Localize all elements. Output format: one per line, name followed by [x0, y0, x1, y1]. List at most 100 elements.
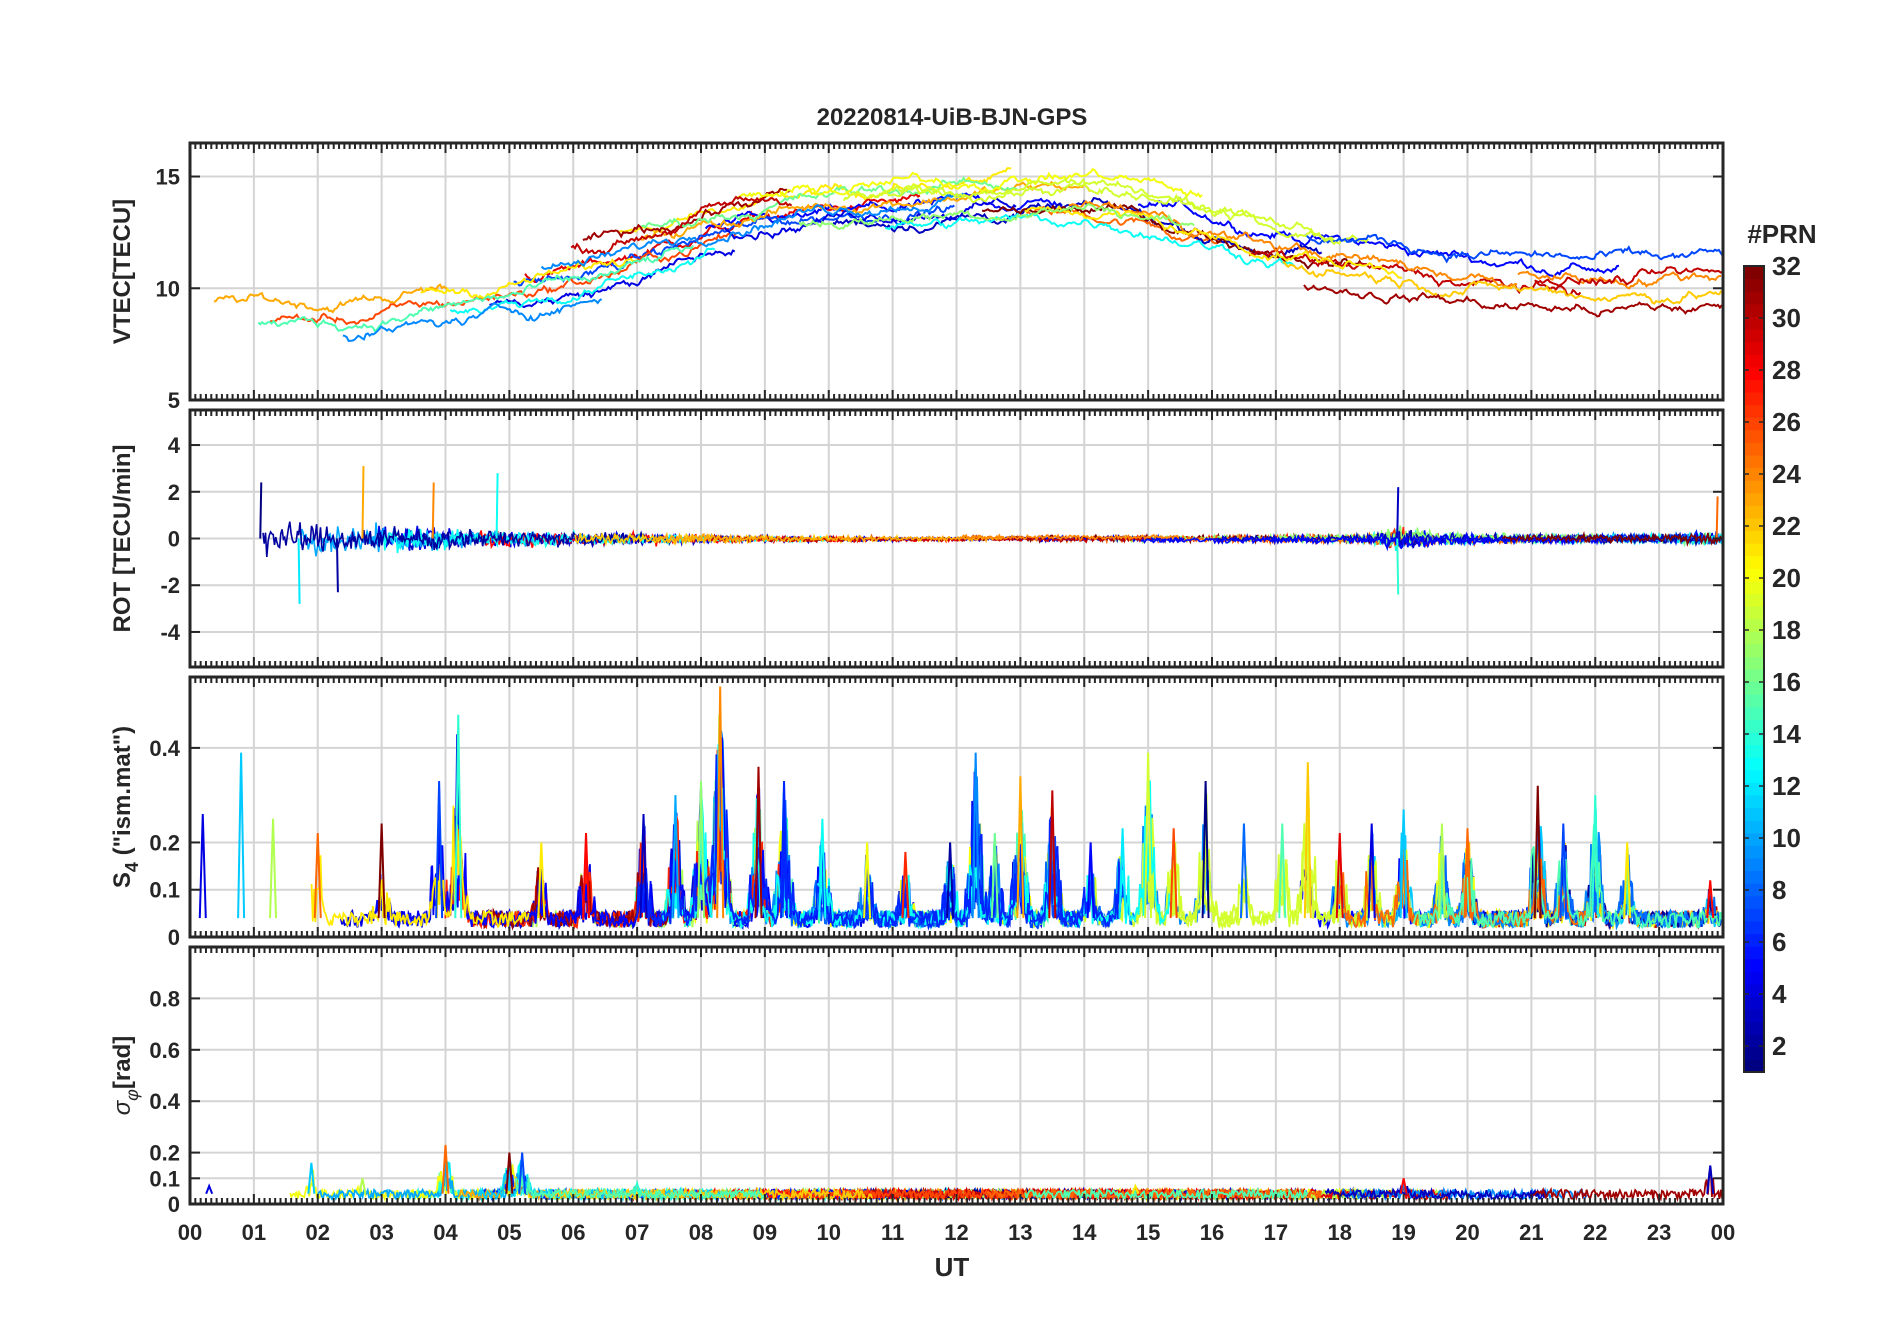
- y-label-main: S: [109, 872, 136, 888]
- colorbar-segment: [1744, 832, 1764, 846]
- rot-spike: [1715, 496, 1719, 539]
- s4-burst-peak: [1016, 776, 1025, 919]
- x-tick-label: 16: [1200, 1220, 1224, 1245]
- colorbar-segment: [1744, 1009, 1764, 1023]
- colorbar-segment: [1744, 1046, 1764, 1061]
- colorbar-tick-label: 2: [1772, 1031, 1786, 1061]
- colorbar-segment: [1744, 316, 1764, 330]
- vtec-series-prn-13: [884, 212, 1295, 269]
- s4-burst-peak: [1591, 795, 1600, 919]
- colorbar-tick-label: 12: [1772, 771, 1801, 801]
- y-tick-label: 5: [168, 388, 180, 413]
- rot-spike: [297, 538, 301, 604]
- sigma_phi-burst-peak: [1399, 1178, 1408, 1194]
- colorbar-segment: [1744, 656, 1764, 670]
- x-tick-label: 23: [1647, 1220, 1671, 1245]
- s4-burst-peak: [1463, 828, 1472, 919]
- rot-series-prn-23: [651, 531, 1005, 546]
- s4-burst-peak: [454, 714, 463, 919]
- colorbar-segment: [1744, 593, 1764, 607]
- s4-burst-peak: [990, 832, 999, 919]
- y-axis-label-vtec: VTEC[TECU]: [109, 199, 136, 344]
- vtec-series-prn-30: [1248, 247, 1582, 296]
- colorbar-segment: [1744, 744, 1764, 758]
- vtec-series-prn-7: [513, 204, 955, 287]
- y-tick-label: 15: [156, 165, 180, 190]
- colorbar-segment: [1744, 379, 1764, 393]
- s4-series-prn-21: [310, 805, 530, 929]
- s4-burst-peak: [1399, 809, 1408, 919]
- vtec-series-prn-21: [617, 167, 1012, 234]
- rot-spike: [1396, 538, 1400, 595]
- colorbar-tick-label: 18: [1772, 615, 1801, 645]
- colorbar-segment: [1744, 996, 1764, 1010]
- y-tick-label: -4: [160, 620, 180, 645]
- colorbar-segment: [1744, 920, 1764, 935]
- sigma_phi-burst-peak: [441, 1144, 450, 1194]
- sigma_phi-series-prn-3: [1324, 1184, 1549, 1201]
- x-tick-label: 11: [881, 1220, 904, 1245]
- colorbar-segment: [1744, 404, 1764, 418]
- colorbar-tick-label: 6: [1772, 927, 1786, 957]
- s4-burst-peak: [537, 842, 546, 919]
- y-tick-label: 4: [168, 433, 181, 458]
- colorbar-tick-label: 10: [1772, 823, 1801, 853]
- y-label-main: σ: [109, 1099, 136, 1115]
- s4-burst-peak: [780, 780, 789, 919]
- colorbar-segment: [1744, 517, 1764, 532]
- sigma_phi-burst-peak: [205, 1183, 214, 1195]
- sigma_phi-series-prn-15: [514, 1175, 766, 1203]
- s4-burst-peak: [1048, 790, 1057, 919]
- y-tick-label: 0.6: [149, 1038, 180, 1063]
- rot-series-prn-24: [959, 533, 1179, 542]
- colorbar-tick-label: 26: [1772, 407, 1801, 437]
- y-tick-label: -2: [160, 573, 180, 598]
- x-tick-label: 14: [1072, 1220, 1097, 1245]
- x-tick-label: 18: [1328, 1220, 1352, 1245]
- colorbar-segment: [1744, 1059, 1764, 1073]
- s4-burst-peak: [1335, 832, 1344, 919]
- colorbar-segment: [1744, 845, 1764, 859]
- s4-burst-peak: [754, 766, 763, 919]
- x-tick-label: 15: [1136, 1220, 1160, 1245]
- rot-series-prn-32: [1501, 530, 1723, 548]
- s4-burst-peak: [1118, 828, 1127, 919]
- vtec-series-prn-22: [1282, 261, 1723, 305]
- colorbar-segment: [1744, 946, 1764, 960]
- colorbar-segment: [1744, 580, 1764, 595]
- panel-sigma-phi: 00.10.2 0.4 0.6 0.8 σφ[rad]: [109, 945, 1725, 1217]
- x-tick-label: 10: [817, 1220, 841, 1245]
- x-tick-label: 01: [242, 1220, 266, 1245]
- x-tick-label: 08: [689, 1220, 713, 1245]
- series-group-rot: [259, 466, 1723, 604]
- colorbar-segment: [1744, 643, 1764, 658]
- vtec-series-prn-23: [213, 283, 449, 314]
- series-group-s4: [198, 686, 1723, 931]
- y-tick-label: 0.2: [149, 830, 180, 855]
- s4-burst-peak: [818, 818, 827, 919]
- x-tick-label: 06: [561, 1220, 585, 1245]
- chart-title: 20220814-UiB-BJN-GPS: [817, 104, 1088, 131]
- y-axis-label-s4: S4 ("ism.mat"): [109, 726, 142, 888]
- colorbar-segment: [1744, 555, 1764, 569]
- sigma_phi-burst-peak: [1706, 1165, 1715, 1194]
- s4-burst-peak: [697, 780, 705, 919]
- s4-burst-peak: [1706, 880, 1715, 919]
- s4-burst-peak: [1533, 785, 1542, 919]
- colorbar-segment: [1744, 606, 1764, 620]
- colorbar-segment: [1744, 1034, 1764, 1048]
- s4-burst-peak: [269, 818, 278, 919]
- colorbar-segment: [1744, 354, 1764, 368]
- colorbar-segment: [1744, 278, 1764, 292]
- y-tick-label: 0: [168, 925, 180, 950]
- s4-series-prn-6: [634, 712, 1121, 931]
- x-tick-label: 22: [1583, 1220, 1607, 1245]
- colorbar-segment: [1744, 669, 1764, 683]
- rot-spike: [259, 482, 263, 539]
- colorbar-segment: [1744, 366, 1764, 380]
- colorbar-tick-label: 20: [1772, 563, 1801, 593]
- y-tick-label: 0.1: [149, 1166, 180, 1191]
- colorbar-segment: [1744, 681, 1764, 695]
